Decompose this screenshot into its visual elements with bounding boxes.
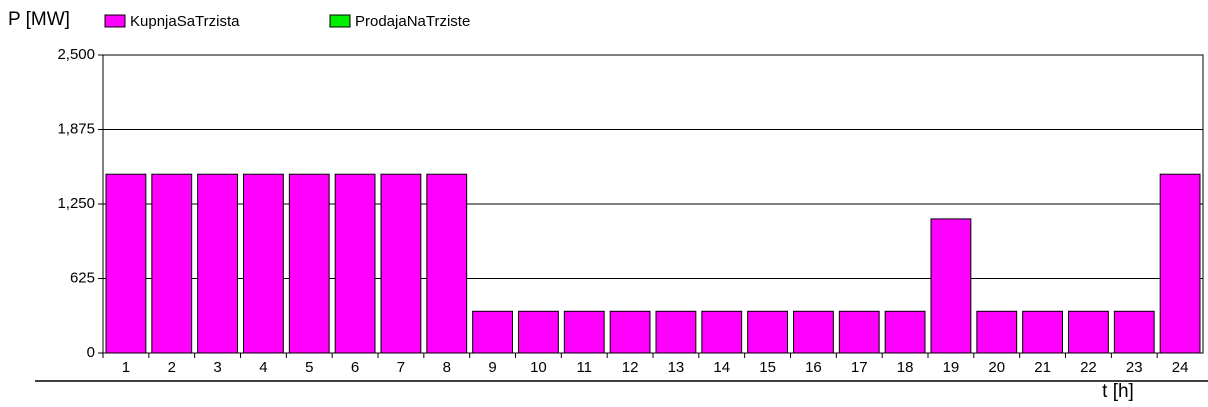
bar: [1159, 173, 1201, 354]
x-tick-label: 17: [851, 359, 868, 376]
x-tick-label: 13: [668, 359, 685, 376]
legend-swatch: [104, 14, 126, 28]
bar: [838, 310, 880, 354]
x-tick-label: 20: [988, 359, 1005, 376]
bar: [976, 310, 1018, 354]
y-tick-label: 0: [87, 344, 95, 361]
y-tick-label: 625: [70, 269, 95, 286]
bar: [930, 218, 972, 354]
bar: [105, 173, 147, 354]
x-tick-label: 23: [1126, 359, 1143, 376]
bar: [609, 310, 651, 354]
bar: [747, 310, 789, 354]
x-tick-label: 3: [213, 359, 221, 376]
y-tick-label: 2,500: [57, 46, 95, 63]
x-tick-label: 21: [1034, 359, 1051, 376]
x-tick-label: 8: [443, 359, 451, 376]
bar: [793, 310, 834, 354]
x-tick-label: 7: [397, 359, 405, 376]
x-tick-label: 5: [305, 359, 313, 376]
y-tick-label: 1,250: [57, 195, 95, 212]
bar: [151, 173, 193, 354]
bar: [884, 310, 926, 354]
bar: [701, 310, 743, 354]
bar: [197, 173, 239, 354]
bar: [1068, 310, 1109, 354]
legend-label: ProdajaNaTrziste: [355, 13, 470, 30]
y-tick-label: 1,875: [57, 120, 95, 137]
x-tick-label: 1: [122, 359, 130, 376]
bar: [1113, 310, 1155, 354]
bar: [1022, 310, 1064, 354]
x-tick-label: 19: [943, 359, 960, 376]
x-tick-label: 6: [351, 359, 359, 376]
bar: [426, 173, 468, 354]
x-tick-label: 10: [530, 359, 547, 376]
bar: [288, 173, 330, 354]
x-tick-label: 4: [259, 359, 267, 376]
x-tick-label: 14: [713, 359, 730, 376]
x-tick-label: 22: [1080, 359, 1097, 376]
x-tick-label: 18: [897, 359, 914, 376]
x-tick-label: 24: [1172, 359, 1189, 376]
y-axis-label: P [MW]: [8, 9, 70, 30]
bar: [655, 310, 697, 354]
bar: [243, 173, 284, 354]
legend-swatch: [329, 14, 351, 28]
x-tick-label: 9: [488, 359, 496, 376]
bar: [380, 173, 422, 354]
bar: [472, 310, 513, 354]
bar: [518, 310, 559, 354]
x-tick-label: 12: [622, 359, 639, 376]
x-tick-label: 11: [576, 359, 592, 376]
x-tick-label: 16: [805, 359, 822, 376]
legend-label: KupnjaSaTrzista: [130, 13, 240, 30]
bar: [334, 173, 376, 354]
x-axis-label: t [h]: [1102, 381, 1134, 402]
x-tick-label: 15: [759, 359, 776, 376]
x-tick-label: 2: [168, 359, 176, 376]
bar: [563, 310, 605, 354]
